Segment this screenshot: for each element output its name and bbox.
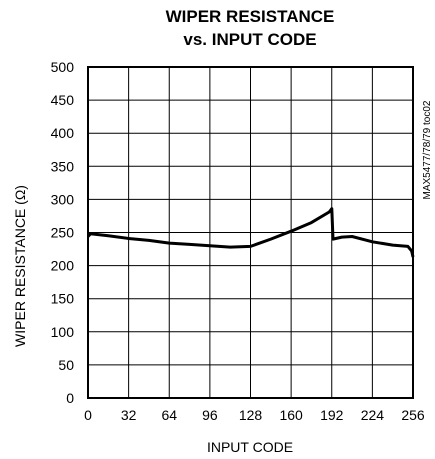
series-line bbox=[86, 207, 415, 258]
x-tick-label: 224 bbox=[361, 407, 385, 423]
chart-title-line1: WIPER RESISTANCE bbox=[166, 7, 335, 26]
y-tick-label: 400 bbox=[51, 125, 75, 141]
plot-frame bbox=[87, 66, 414, 399]
x-tick-label: 128 bbox=[239, 407, 263, 423]
y-axis-label: WIPER RESISTANCE (Ω) bbox=[12, 185, 28, 347]
y-tick-label: 500 bbox=[51, 59, 75, 75]
chart-title-line2: vs. INPUT CODE bbox=[183, 30, 316, 49]
x-tick-label: 192 bbox=[320, 407, 344, 423]
y-tick-label: 200 bbox=[51, 258, 75, 274]
grid-lines bbox=[88, 67, 413, 398]
figure-code-note: MAX5477/78/79 toc02 bbox=[422, 100, 433, 199]
x-tick-label: 96 bbox=[202, 407, 218, 423]
x-tick-label: 0 bbox=[84, 407, 92, 423]
x-tick-label: 64 bbox=[161, 407, 177, 423]
y-tick-label: 250 bbox=[51, 225, 75, 241]
y-tick-label: 300 bbox=[51, 191, 75, 207]
y-tick-label: 150 bbox=[51, 291, 75, 307]
y-tick-label: 0 bbox=[66, 390, 74, 406]
x-axis-label: INPUT CODE bbox=[207, 439, 293, 455]
x-tick-label: 160 bbox=[279, 407, 303, 423]
x-tick-labels: 0 32 64 96 128 160 192 224 256 bbox=[84, 407, 425, 423]
y-tick-label: 100 bbox=[51, 324, 75, 340]
y-tick-labels: 0 50 100 150 200 250 300 350 400 450 500 bbox=[51, 59, 75, 406]
x-tick-label: 256 bbox=[401, 407, 425, 423]
y-tick-label: 450 bbox=[51, 92, 75, 108]
y-tick-label: 50 bbox=[58, 357, 74, 373]
y-tick-label: 350 bbox=[51, 158, 75, 174]
x-tick-label: 32 bbox=[121, 407, 137, 423]
